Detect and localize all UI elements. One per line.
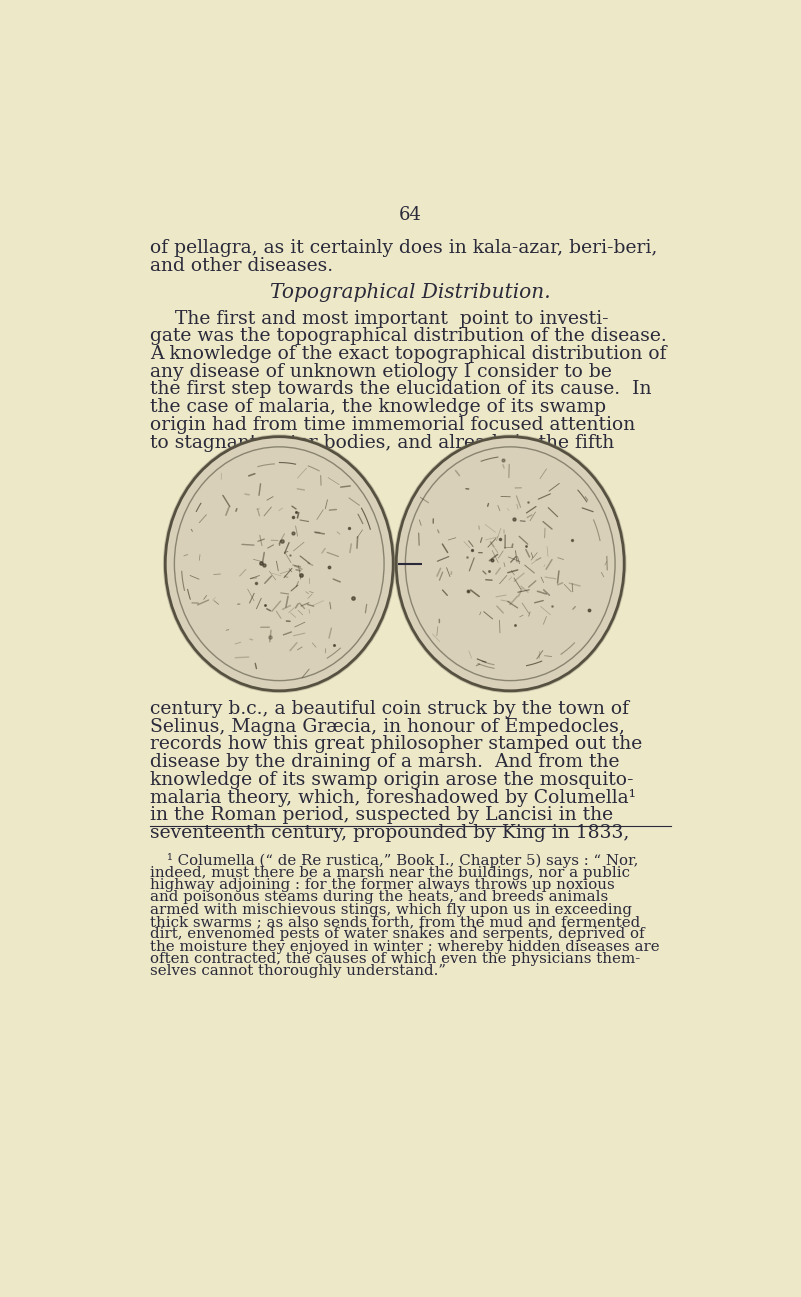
Text: in the Roman period, suspected by Lancisi in the: in the Roman period, suspected by Lancis…: [150, 807, 613, 825]
Ellipse shape: [394, 434, 626, 693]
Text: The first and most important  point to investi-: The first and most important point to in…: [175, 310, 608, 328]
Text: thick swarms ; as also sends forth, from the mud and fermented: thick swarms ; as also sends forth, from…: [150, 914, 640, 929]
Text: disease by the draining of a marsh.  And from the: disease by the draining of a marsh. And …: [150, 754, 619, 772]
Text: seventeenth century, propounded by King in 1833,: seventeenth century, propounded by King …: [150, 824, 630, 842]
Text: the moisture they enjoyed in winter ; whereby hidden diseases are: the moisture they enjoyed in winter ; wh…: [150, 939, 659, 953]
Text: and other diseases.: and other diseases.: [150, 257, 333, 275]
Text: of pellagra, as it certainly does in kala-azar, beri-beri,: of pellagra, as it certainly does in kal…: [150, 239, 658, 257]
Text: selves cannot thoroughly understand.”: selves cannot thoroughly understand.”: [150, 964, 446, 978]
Text: century b.c., a beautiful coin struck by the town of: century b.c., a beautiful coin struck by…: [150, 700, 629, 719]
Text: any disease of unknown etiology I consider to be: any disease of unknown etiology I consid…: [150, 363, 612, 381]
Ellipse shape: [396, 437, 624, 691]
Text: and poisonous steams during the heats, and breeds animals: and poisonous steams during the heats, a…: [150, 890, 608, 904]
Text: to stagnant water bodies, and already in the fifth: to stagnant water bodies, and already in…: [150, 433, 614, 451]
Text: Topographical Distribution.: Topographical Distribution.: [270, 284, 550, 302]
Text: armed with mischievous stings, which fly upon us in exceeding: armed with mischievous stings, which fly…: [150, 903, 632, 917]
Text: highway adjoining : for the former always throws up noxious: highway adjoining : for the former alway…: [150, 878, 614, 892]
Text: malaria theory, which, foreshadowed by Columella¹: malaria theory, which, foreshadowed by C…: [150, 789, 636, 807]
Text: indeed, must there be a marsh near the buildings, nor a public: indeed, must there be a marsh near the b…: [150, 865, 630, 879]
Text: origin had from time immemorial focused attention: origin had from time immemorial focused …: [150, 416, 635, 434]
Text: the first step towards the elucidation of its cause.  In: the first step towards the elucidation o…: [150, 380, 651, 398]
Ellipse shape: [165, 437, 393, 691]
Text: ¹ Columella (“ de Re rustica,” Book I., Chapter 5) says : “ Nor,: ¹ Columella (“ de Re rustica,” Book I., …: [167, 853, 638, 868]
Text: dirt, envenomed pests of water snakes and serpents, deprived of: dirt, envenomed pests of water snakes an…: [150, 927, 645, 942]
Text: the case of malaria, the knowledge of its swamp: the case of malaria, the knowledge of it…: [150, 398, 606, 416]
Text: Selinus, Magna Græcia, in honour of Empedocles,: Selinus, Magna Græcia, in honour of Empe…: [150, 717, 625, 735]
Text: 64: 64: [399, 206, 421, 224]
Text: knowledge of its swamp origin arose the mosquito-: knowledge of its swamp origin arose the …: [150, 770, 634, 789]
Ellipse shape: [163, 434, 396, 693]
Text: often contracted, the causes of which even the physicians them-: often contracted, the causes of which ev…: [150, 952, 640, 966]
Text: records how this great philosopher stamped out the: records how this great philosopher stamp…: [150, 735, 642, 754]
Text: gate was the topographical distribution of the disease.: gate was the topographical distribution …: [150, 327, 666, 345]
Text: A knowledge of the exact topographical distribution of: A knowledge of the exact topographical d…: [150, 345, 666, 363]
